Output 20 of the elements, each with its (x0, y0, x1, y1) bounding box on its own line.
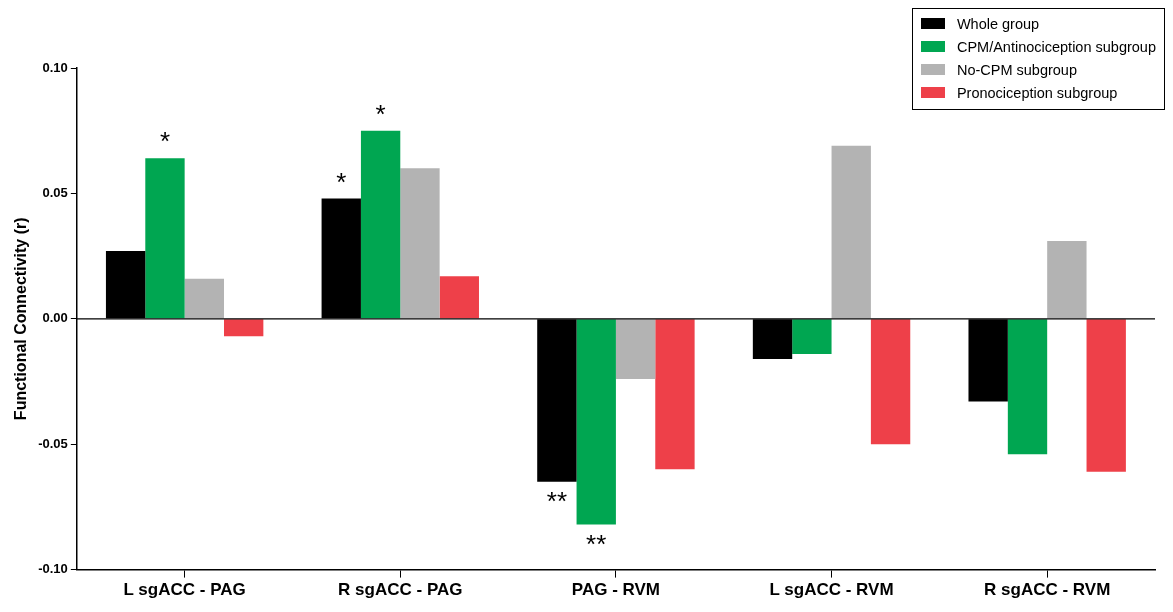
y-tick-label: 0.10 (42, 59, 68, 75)
x-tick-label: PAG - RVM (571, 580, 660, 600)
legend-label: Pronociception subgroup (956, 84, 1118, 101)
y-axis-title: Functional Connectivity (r) (12, 217, 30, 421)
annotation: * (159, 126, 171, 157)
annotation: * (375, 98, 386, 129)
legend-label: No-CPM subgroup (956, 61, 1077, 78)
x-tick-label: R sgACC - PAG (338, 580, 463, 600)
y-tick-label: -0.05 (38, 435, 68, 451)
annotation: * (336, 166, 347, 197)
annotation: ** (546, 485, 568, 516)
y-tick-label: 0.00 (42, 310, 68, 326)
x-tick-label: L sgACC - PAG (123, 580, 246, 600)
x-tick-label: R sgACC - RVM (984, 580, 1111, 600)
y-tick-label: -0.10 (38, 561, 68, 577)
legend-label: Whole group (956, 15, 1040, 32)
y-tick-label: 0.05 (42, 184, 68, 200)
legend-label: CPM/Antinociception subgroup (956, 38, 1156, 55)
annotation: ** (586, 528, 607, 559)
x-tick-label: L sgACC - RVM (769, 580, 894, 600)
